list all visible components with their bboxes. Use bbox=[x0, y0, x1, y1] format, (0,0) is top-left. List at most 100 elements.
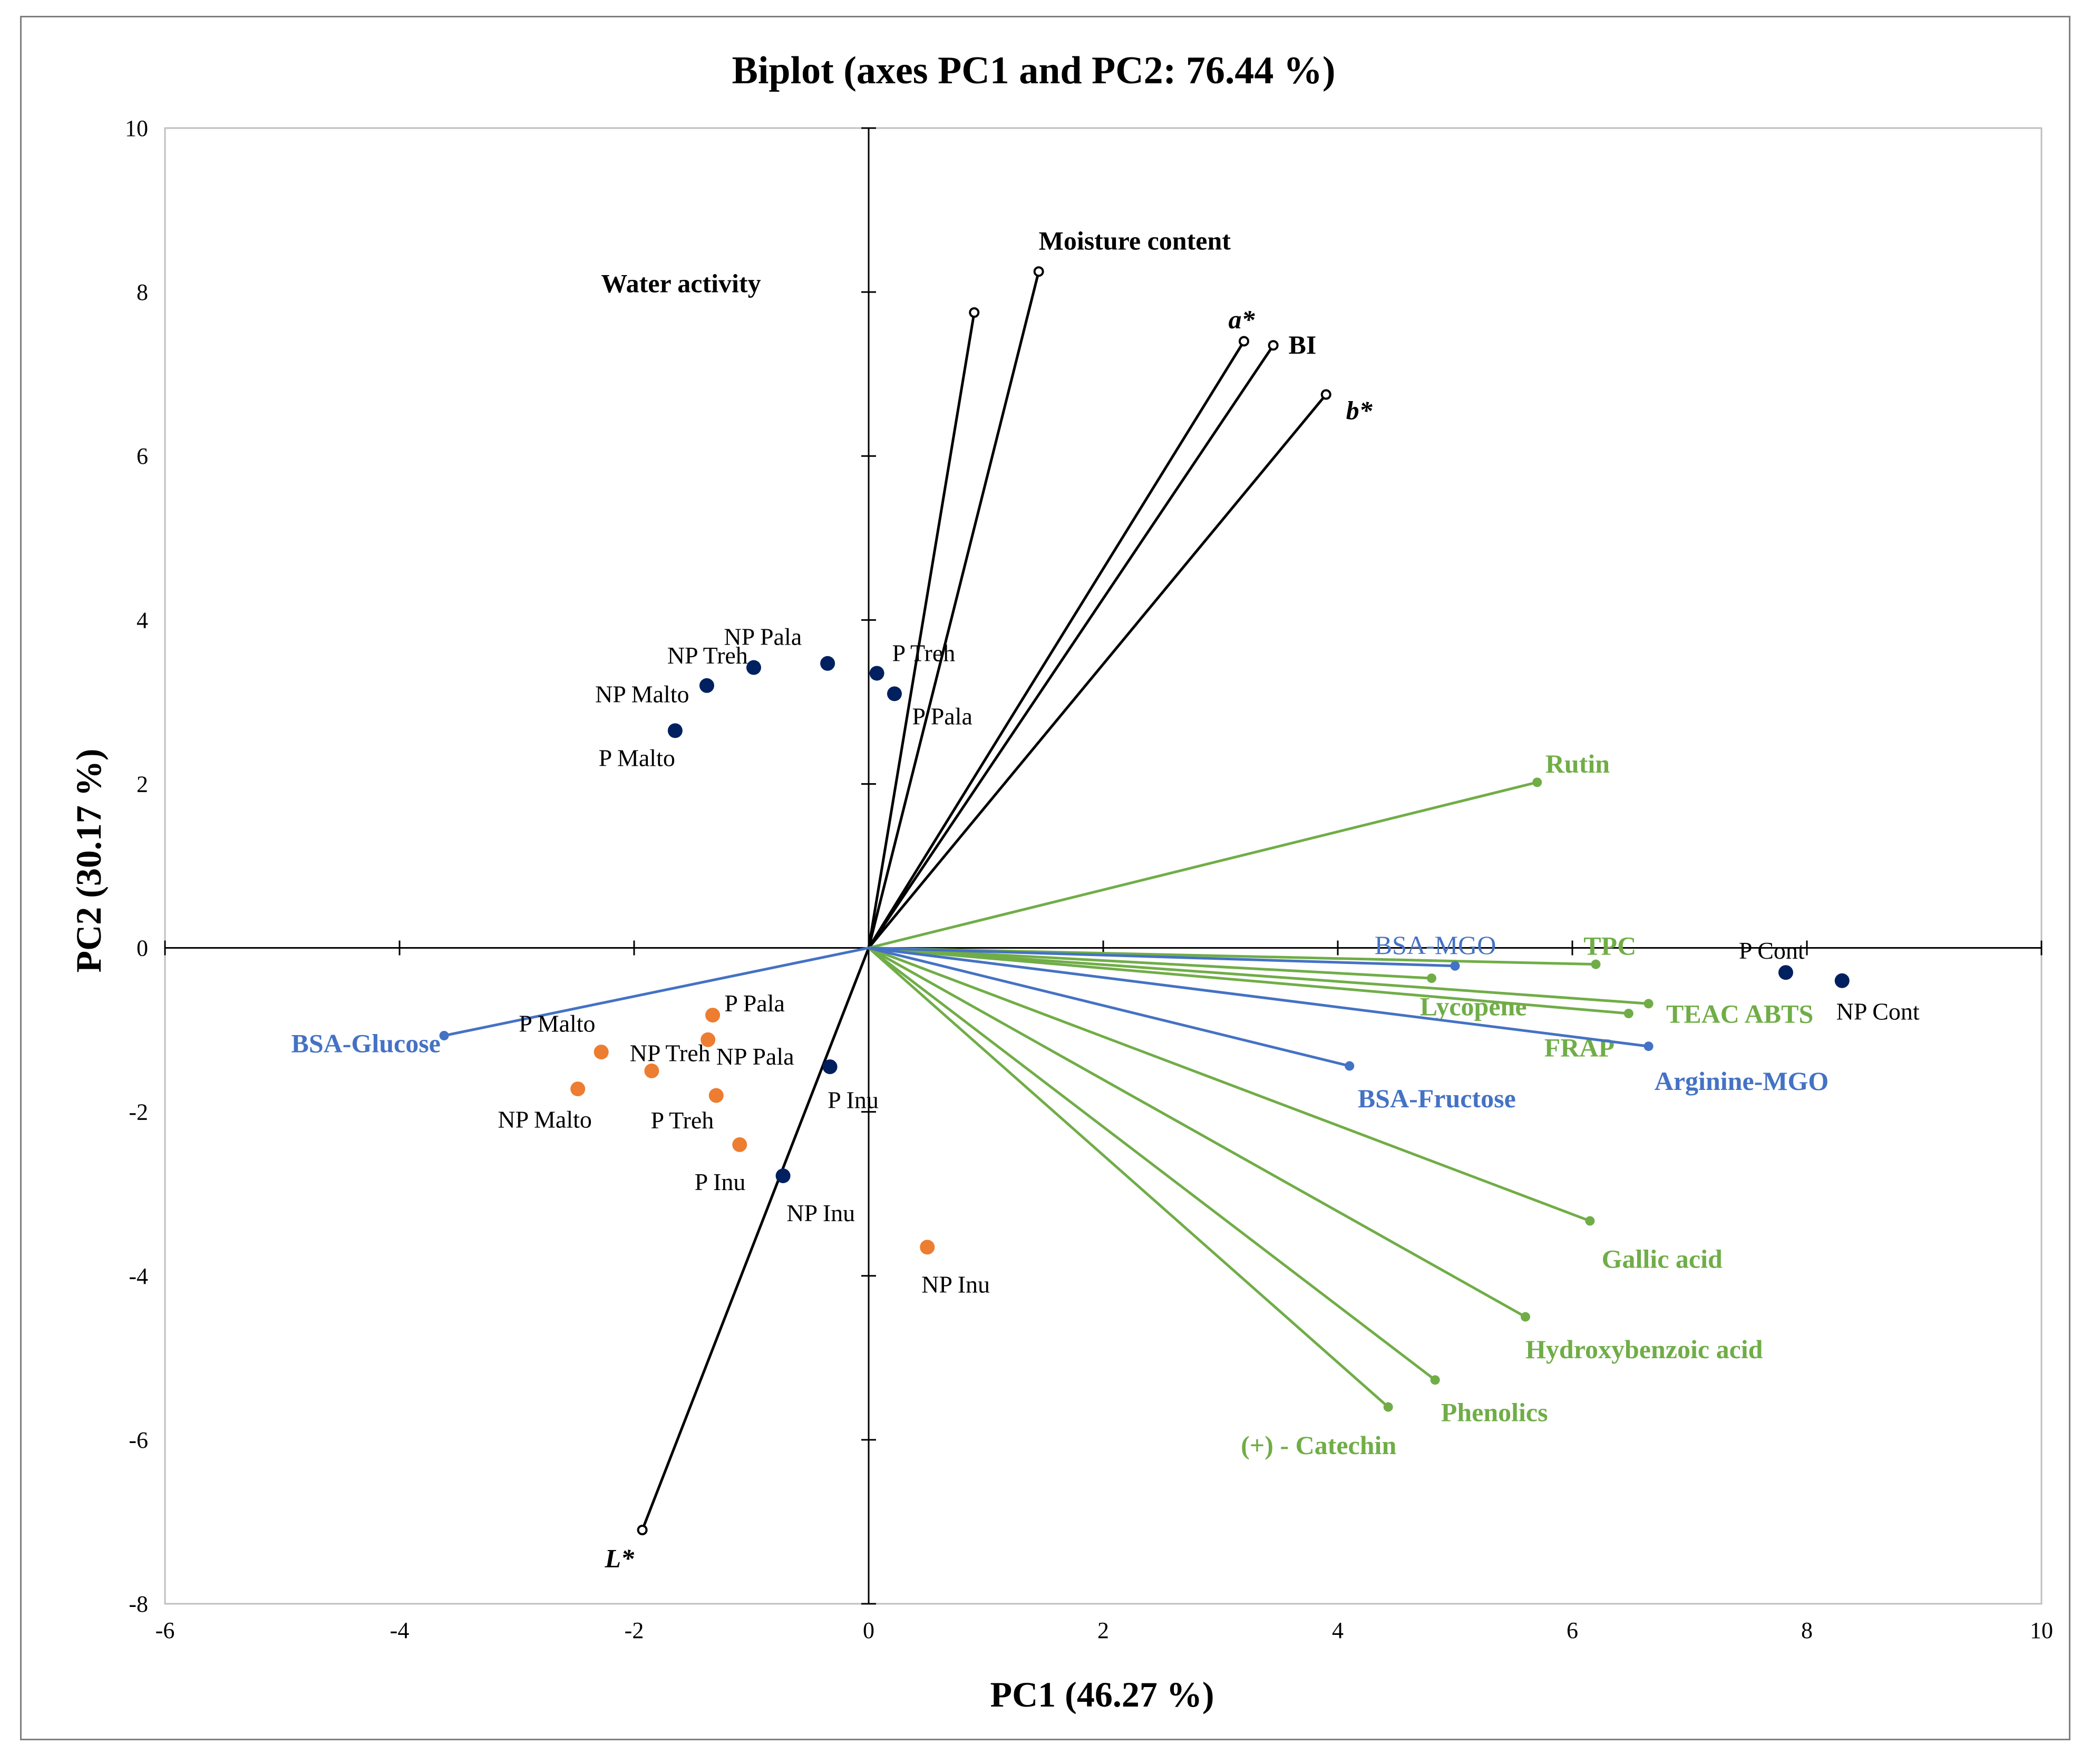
point-orange-p-pala bbox=[705, 1008, 721, 1023]
point-label-orange-np-treh: NP Treh bbox=[630, 1040, 711, 1067]
x-tick-label: -2 bbox=[625, 1617, 644, 1643]
point-label-navy-p-inu: P Inu bbox=[828, 1086, 879, 1113]
vector-label-bsa-glucose: BSA-Glucose bbox=[291, 1029, 441, 1058]
point-orange-p-treh bbox=[708, 1088, 724, 1103]
vector-end-lycopene bbox=[1427, 973, 1436, 983]
point-navy-np-pala bbox=[820, 656, 835, 671]
vector-label-water-activity: Water activity bbox=[601, 269, 761, 298]
point-orange-p-malto bbox=[594, 1045, 609, 1060]
x-tick-label: 10 bbox=[2030, 1617, 2053, 1643]
vector-end-bi bbox=[1268, 340, 1279, 351]
point-orange-np-treh bbox=[644, 1063, 659, 1078]
vector-line-bi bbox=[867, 344, 1275, 949]
vector-label-rutin: Rutin bbox=[1545, 749, 1610, 778]
vector-end-teac-abts bbox=[1643, 999, 1654, 1009]
y-tick-label: 10 bbox=[125, 115, 148, 141]
vector-label-bi: BI bbox=[1289, 330, 1317, 359]
y-tick-label: -6 bbox=[129, 1427, 148, 1453]
vector-label-b: b* bbox=[1346, 396, 1373, 425]
vector-end-frap bbox=[1623, 1009, 1633, 1018]
plot-area bbox=[164, 127, 2043, 1605]
vector-line-hydroxybenzoic-acid bbox=[868, 947, 1526, 1318]
vector-label-tpc: TPC bbox=[1583, 931, 1636, 960]
vector-line-bsa-fructose bbox=[868, 947, 1350, 1067]
vector-end-water-activity bbox=[969, 307, 980, 318]
point-label-navy-np-cont: NP Cont bbox=[1836, 998, 1920, 1025]
vector-line-phenolics bbox=[868, 947, 1436, 1381]
vector-label-teac-abts: TEAC ABTS bbox=[1666, 999, 1813, 1029]
point-orange-np-pala bbox=[701, 1032, 716, 1047]
vector-label-a: a* bbox=[1229, 305, 1256, 334]
point-label-navy-p-malto: P Malto bbox=[599, 745, 675, 772]
point-navy-np-inu bbox=[775, 1168, 791, 1183]
point-navy-np-cont bbox=[1834, 973, 1850, 988]
chart-frame: Biplot (axes PC1 and PC2: 76.44 %) PC1 (… bbox=[20, 16, 2070, 1740]
x-tick-label: -6 bbox=[155, 1617, 175, 1643]
y-tick-label: -2 bbox=[129, 1099, 148, 1125]
point-navy-p-treh bbox=[869, 666, 884, 681]
vector-line-moisture-content bbox=[867, 271, 1040, 949]
x-tick-label: 0 bbox=[863, 1617, 874, 1643]
y-tick-label: 2 bbox=[137, 771, 148, 797]
vector-end-tpc bbox=[1591, 959, 1601, 969]
vector-line-rutin bbox=[868, 781, 1538, 949]
vector-line-b bbox=[868, 393, 1327, 949]
x-tick-label: 2 bbox=[1097, 1617, 1109, 1643]
vector-end-hydroxybenzoic-acid bbox=[1521, 1312, 1530, 1322]
vector-line-lycopene bbox=[868, 947, 1432, 980]
point-label-navy-np-pala: NP Pala bbox=[724, 623, 802, 650]
point-label-navy-p-pala: P Pala bbox=[912, 703, 972, 729]
vector-line-arginine-mgo bbox=[868, 947, 1649, 1048]
vector-end-b bbox=[1320, 389, 1331, 400]
vector-end-moisture-content bbox=[1033, 266, 1044, 277]
y-tick-label: 6 bbox=[137, 443, 148, 469]
axes-layer: -6 -4 -2 0 2 4 6 8 10 -8 -6 -4 -2 0 2 4 6 8 10 bbox=[125, 115, 2053, 1643]
vector-end-catechin bbox=[1383, 1402, 1393, 1412]
point-navy-p-inu bbox=[822, 1059, 838, 1075]
point-label-orange-p-pala: P Pala bbox=[724, 990, 785, 1017]
y-tick-label: -4 bbox=[129, 1263, 148, 1289]
vector-line-a bbox=[867, 340, 1246, 949]
y-tick-label: 0 bbox=[137, 935, 148, 961]
point-navy-np-malto bbox=[699, 678, 714, 693]
vector-label-l: L* bbox=[604, 1543, 635, 1573]
vector-line-bsa-glucose bbox=[444, 947, 869, 1037]
point-label-orange-np-malto: NP Malto bbox=[498, 1106, 591, 1133]
y-tick-label: 4 bbox=[137, 607, 148, 633]
point-label-orange-np-inu: NP Inu bbox=[921, 1271, 990, 1298]
point-orange-np-malto bbox=[570, 1081, 586, 1097]
vector-end-l bbox=[637, 1525, 648, 1535]
point-label-navy-np-malto: NP Malto bbox=[595, 680, 689, 707]
vector-line-frap bbox=[868, 947, 1629, 1015]
biplot-chart: Biplot (axes PC1 and PC2: 76.44 %) PC1 (… bbox=[69, 49, 2053, 1714]
vector-label-bsa-fructose: BSA-Fructose bbox=[1358, 1084, 1516, 1113]
vector-end-phenolics bbox=[1430, 1375, 1440, 1385]
vector-end-bsa-fructose bbox=[1345, 1061, 1355, 1071]
point-label-orange-p-treh: P Treh bbox=[651, 1107, 714, 1134]
vector-label-phenolics: Phenolics bbox=[1441, 1398, 1548, 1427]
vector-end-arginine-mgo bbox=[1643, 1041, 1654, 1051]
vector-end-a bbox=[1239, 336, 1249, 347]
point-orange-np-inu bbox=[920, 1240, 935, 1255]
vector-line-water-activity bbox=[867, 312, 976, 948]
vector-line-gallic-acid bbox=[868, 947, 1591, 1222]
point-label-navy-np-treh: NP Treh bbox=[667, 642, 748, 669]
vector-label-arginine-mgo: Arginine-MGO bbox=[1655, 1066, 1829, 1096]
x-tick-label: 6 bbox=[1567, 1617, 1578, 1643]
vector-label-hydroxybenzoic-acid: Hydroxybenzoic acid bbox=[1525, 1334, 1763, 1364]
y-tick-label: -8 bbox=[129, 1591, 148, 1617]
x-tick-label: 4 bbox=[1332, 1617, 1344, 1643]
vector-line-l bbox=[641, 947, 870, 1531]
point-label-orange-p-malto: P Malto bbox=[519, 1010, 595, 1037]
vector-label-bsa-mgo: BSA-MGO bbox=[1375, 930, 1496, 960]
chart-title: Biplot (axes PC1 and PC2: 76.44 %) bbox=[732, 49, 1336, 92]
vector-label-moisture-content: Moisture content bbox=[1039, 226, 1231, 256]
point-label-orange-np-pala: NP Pala bbox=[716, 1043, 794, 1070]
point-label-navy-np-inu: NP Inu bbox=[786, 1200, 855, 1226]
x-tick-label: -4 bbox=[390, 1617, 410, 1643]
vector-end-rutin bbox=[1532, 777, 1542, 787]
y-tick-label: 8 bbox=[137, 279, 148, 305]
point-navy-p-pala bbox=[887, 686, 902, 701]
vector-line-teac-abts bbox=[868, 947, 1649, 1005]
